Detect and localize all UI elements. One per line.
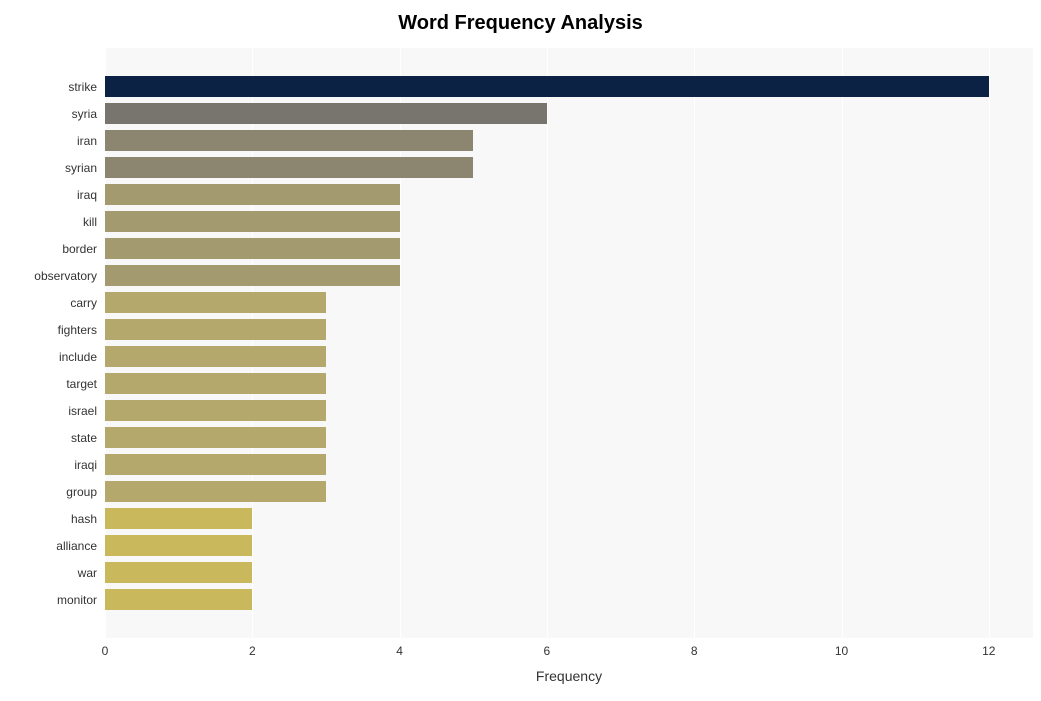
ytick-label: israel <box>68 404 105 418</box>
ytick-label: target <box>66 377 105 391</box>
xtick-label: 10 <box>835 644 848 658</box>
xtick-label: 0 <box>102 644 109 658</box>
bar <box>105 157 473 178</box>
ytick-label: hash <box>71 512 105 526</box>
ytick-label: syrian <box>65 161 105 175</box>
ytick-label: strike <box>68 80 105 94</box>
xtick-label: 12 <box>982 644 995 658</box>
bar <box>105 130 473 151</box>
ytick-label: carry <box>70 296 105 310</box>
bar <box>105 184 400 205</box>
word-frequency-chart: Word Frequency Analysis 024681012strikes… <box>0 0 1041 701</box>
plot-area: 024681012strikesyriairansyrianiraqkillbo… <box>105 48 1033 638</box>
bar <box>105 238 400 259</box>
ytick-label: kill <box>83 215 105 229</box>
ytick-label: syria <box>72 107 105 121</box>
xtick-label: 4 <box>396 644 403 658</box>
ytick-label: monitor <box>57 593 105 607</box>
gridline <box>547 48 548 638</box>
ytick-label: group <box>66 485 105 499</box>
bar <box>105 508 252 529</box>
xtick-label: 8 <box>691 644 698 658</box>
x-axis-label: Frequency <box>536 668 602 684</box>
bar <box>105 346 326 367</box>
gridline <box>694 48 695 638</box>
bar <box>105 76 989 97</box>
bar <box>105 292 326 313</box>
gridline <box>989 48 990 638</box>
ytick-label: state <box>71 431 105 445</box>
bar <box>105 481 326 502</box>
xtick-label: 6 <box>544 644 551 658</box>
bar <box>105 589 252 610</box>
bar <box>105 562 252 583</box>
ytick-label: border <box>62 242 105 256</box>
ytick-label: fighters <box>58 323 105 337</box>
bar <box>105 400 326 421</box>
bar <box>105 535 252 556</box>
chart-title: Word Frequency Analysis <box>0 12 1041 35</box>
ytick-label: iraqi <box>74 458 105 472</box>
bar <box>105 103 547 124</box>
bar <box>105 454 326 475</box>
ytick-label: include <box>59 350 105 364</box>
ytick-label: war <box>78 566 105 580</box>
bar <box>105 373 326 394</box>
gridline <box>842 48 843 638</box>
xtick-label: 2 <box>249 644 256 658</box>
bar <box>105 319 326 340</box>
ytick-label: iraq <box>77 188 105 202</box>
ytick-label: observatory <box>34 269 105 283</box>
ytick-label: alliance <box>56 539 105 553</box>
ytick-label: iran <box>77 134 105 148</box>
bar <box>105 427 326 448</box>
bar <box>105 265 400 286</box>
bar <box>105 211 400 232</box>
